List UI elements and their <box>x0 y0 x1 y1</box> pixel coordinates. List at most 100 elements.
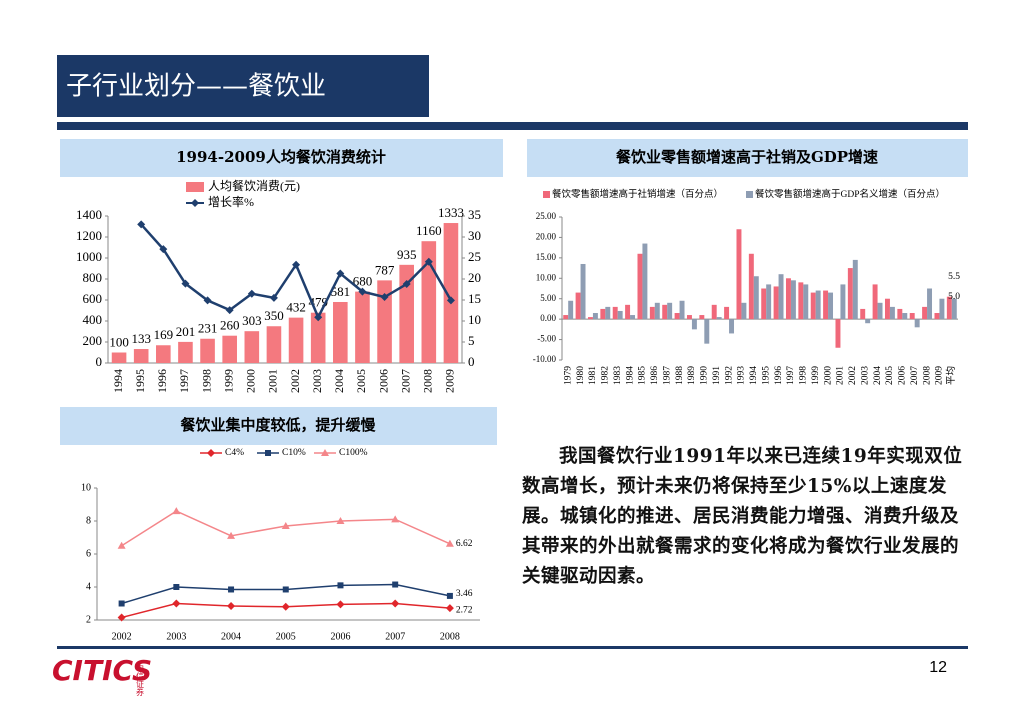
bar <box>946 296 952 320</box>
y-tick-label: -5.00 <box>537 334 556 344</box>
x-tick-label: 1981 <box>588 366 598 385</box>
bar <box>736 229 742 320</box>
data-label: 5.0 <box>948 292 960 302</box>
x-tick-label: 平均 <box>945 366 957 385</box>
marker <box>118 600 125 607</box>
y-tick-label: 1000 <box>76 249 102 264</box>
bar <box>662 304 668 320</box>
marker <box>336 269 345 278</box>
marker <box>228 586 235 593</box>
bar <box>902 313 908 320</box>
bar <box>580 263 586 320</box>
x-tick-label: 2004 <box>332 369 346 393</box>
bar <box>889 306 895 320</box>
y-tick-label: 0.00 <box>540 313 556 323</box>
marker <box>281 521 290 529</box>
marker <box>173 584 180 590</box>
bar <box>860 308 866 320</box>
data-label: 231 <box>198 321 218 336</box>
bar <box>178 341 193 363</box>
y-tick-label: 4 <box>86 581 91 592</box>
data-label: 2.72 <box>456 605 473 615</box>
bar <box>835 319 841 348</box>
bar <box>421 241 437 363</box>
x-tick-label: 1993 <box>737 366 747 385</box>
bar <box>244 331 260 363</box>
y-tick-label: 35 <box>468 207 481 222</box>
marker <box>358 287 367 296</box>
data-label: 350 <box>264 308 284 323</box>
marker <box>392 581 399 588</box>
x-tick-label: 1998 <box>799 366 809 385</box>
bar <box>649 306 655 320</box>
bar <box>686 315 692 320</box>
x-tick-label: 2004 <box>221 631 241 642</box>
bar <box>642 243 648 320</box>
marker <box>336 517 345 524</box>
x-tick-label: 2008 <box>440 631 460 642</box>
chart-title: 餐饮业零售额增速高于社销及GDP增速 <box>616 148 878 166</box>
bar <box>798 282 804 320</box>
bar <box>927 288 933 320</box>
x-tick-label: 2005 <box>885 366 895 385</box>
bar <box>443 223 459 363</box>
bar <box>377 280 392 363</box>
bar <box>840 284 846 320</box>
data-label: 5.5 <box>948 272 960 282</box>
bar <box>200 338 215 363</box>
bar <box>679 300 685 320</box>
bar <box>704 319 710 344</box>
y-tick-label: 10 <box>468 312 481 327</box>
chart-header <box>60 139 503 177</box>
x-tick-label: 2009 <box>935 366 945 385</box>
bar <box>222 335 237 363</box>
bar <box>753 276 759 320</box>
marker <box>172 507 181 515</box>
legend-swatch <box>186 182 204 192</box>
x-tick-label: 1990 <box>700 366 710 385</box>
bar <box>575 292 581 320</box>
marker <box>337 582 344 589</box>
bar <box>884 298 890 320</box>
x-tick-label: 2006 <box>376 369 390 393</box>
bar <box>699 315 705 320</box>
x-tick-label: 1982 <box>601 366 611 385</box>
data-label: 1333 <box>438 205 464 220</box>
legend-label: C4% <box>225 448 244 458</box>
bar <box>592 313 598 320</box>
x-tick-label: 1997 <box>786 366 796 385</box>
footer-rule <box>57 646 968 649</box>
data-label: 201 <box>176 324 196 339</box>
x-tick-label: 2008 <box>421 369 435 393</box>
bar <box>790 280 796 320</box>
marker <box>172 599 181 608</box>
x-tick-label: 2004 <box>873 366 883 385</box>
bar <box>897 308 903 320</box>
x-tick-label: 2006 <box>898 366 908 385</box>
x-tick-label: 1995 <box>761 366 771 385</box>
data-label: 680 <box>353 274 373 289</box>
marker <box>445 604 454 613</box>
x-tick-label: 1997 <box>177 369 191 393</box>
marker <box>269 293 278 302</box>
bar <box>922 306 928 320</box>
marker <box>321 449 329 456</box>
y-tick-label: 1400 <box>76 207 102 222</box>
header-rule <box>57 122 968 130</box>
logo: CITICS <box>52 654 152 687</box>
bar <box>716 317 722 320</box>
legend-label: C100% <box>339 448 368 458</box>
bar <box>625 304 631 320</box>
data-label: 100 <box>109 334 129 349</box>
marker <box>446 592 453 599</box>
x-tick-label: 2007 <box>398 369 412 393</box>
x-tick-label: 2009 <box>443 369 457 393</box>
bar <box>563 315 569 320</box>
chart-header <box>527 139 968 177</box>
bar <box>748 253 754 320</box>
x-tick-label: 1980 <box>576 366 586 385</box>
bar <box>617 310 623 320</box>
bar <box>399 264 414 363</box>
bar <box>761 288 767 320</box>
y-tick-label: 6 <box>86 548 91 559</box>
